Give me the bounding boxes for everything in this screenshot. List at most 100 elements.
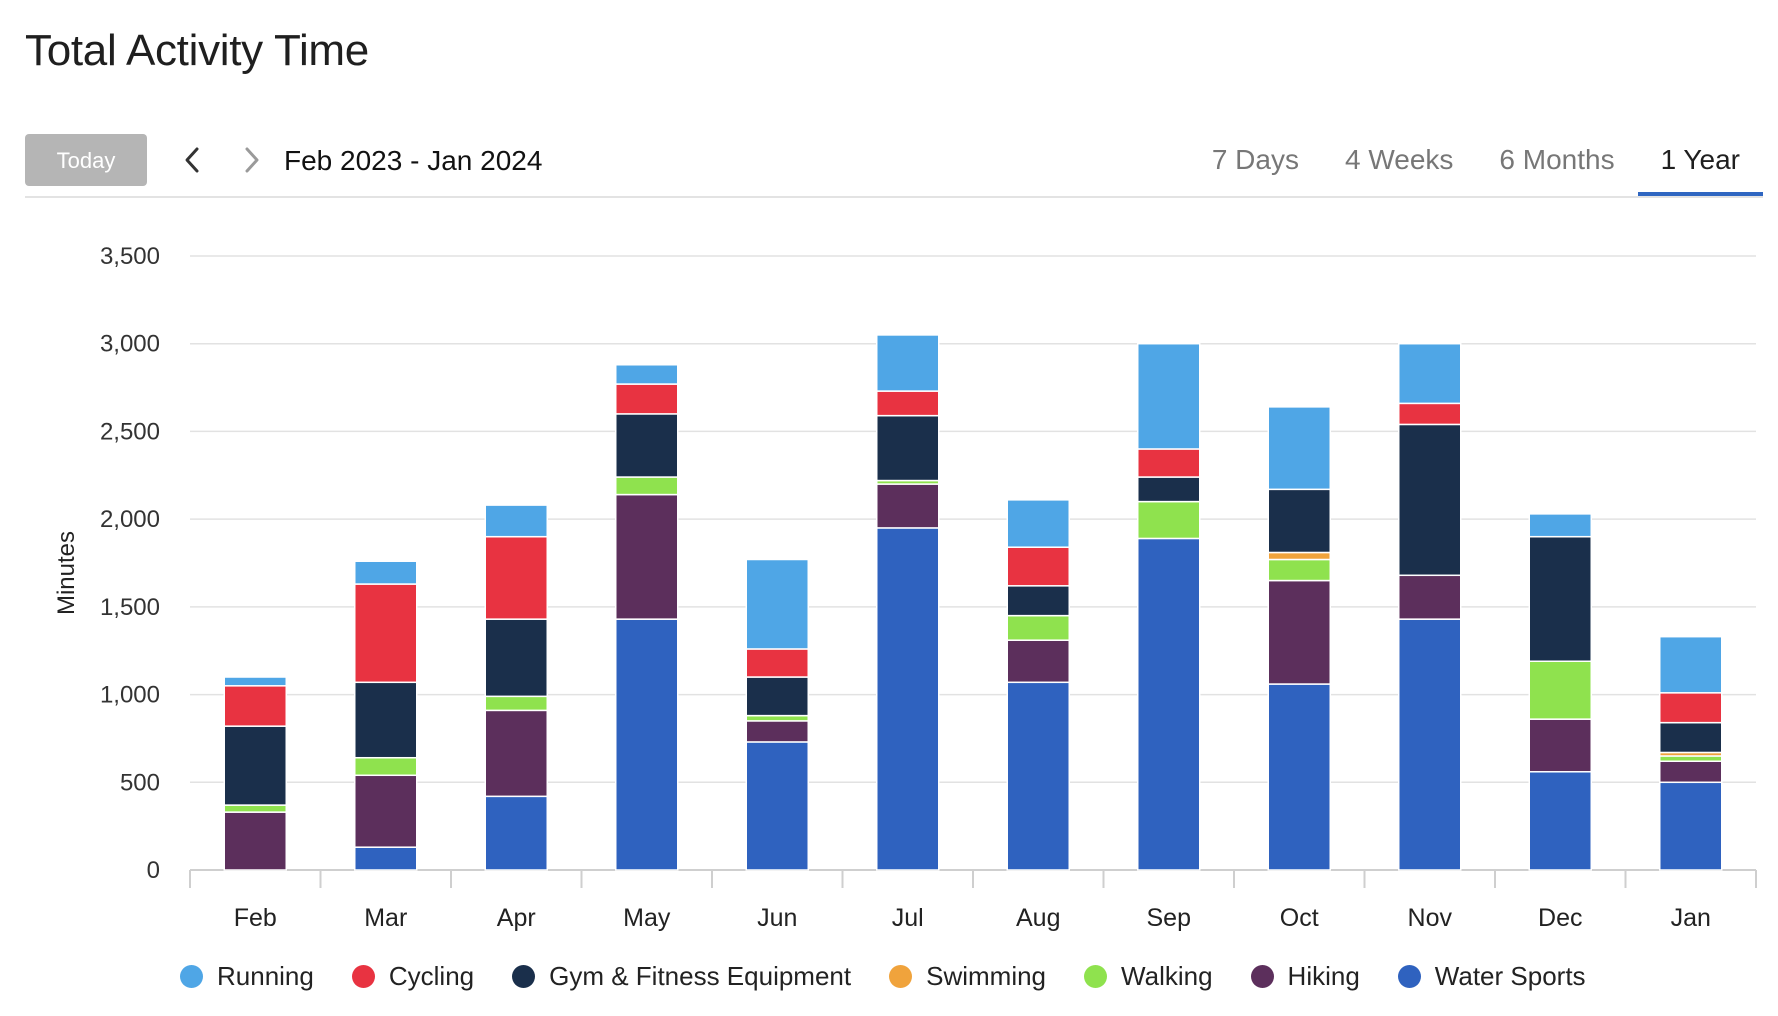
today-button[interactable]: Today <box>25 134 147 186</box>
legend-swatch <box>1397 964 1421 988</box>
bar-segment <box>1137 537 1201 871</box>
legend-item[interactable]: Gym & Fitness Equipment <box>512 961 851 992</box>
bar-segment <box>1267 551 1331 561</box>
bar-segment <box>1659 692 1723 724</box>
activity-chart: 0 500 1,000 1,500 2,000 2,500 3,000 3,500 Minute… <box>0 210 1778 1016</box>
previous-period-button[interactable] <box>173 138 213 182</box>
bar-segment <box>1659 635 1723 694</box>
bar-segment <box>1006 585 1070 617</box>
bar-segment <box>876 483 940 529</box>
bar-segment <box>1006 639 1070 684</box>
bar-segment <box>223 676 287 687</box>
page-title: Total Activity Time <box>25 26 369 75</box>
bar-segment <box>876 414 940 482</box>
legend-item[interactable]: Hiking <box>1250 960 1360 992</box>
bar-segment <box>745 741 809 871</box>
x-tick-label: Dec <box>1538 904 1582 932</box>
legend-swatch <box>1084 964 1108 988</box>
legend-swatch <box>512 964 536 988</box>
legend-swatch <box>1250 964 1274 988</box>
bar-segment <box>484 695 548 712</box>
bar-segment <box>615 413 679 478</box>
toolbar: Today Feb 2023 - Jan 2024 7 Days 4 Weeks… <box>25 134 1763 198</box>
bar-segment <box>1528 513 1592 538</box>
bar-segment <box>484 709 548 798</box>
bar-segment <box>484 504 548 538</box>
next-period-button[interactable] <box>231 138 271 182</box>
bar-segment <box>1398 574 1462 620</box>
bar-segment <box>1137 476 1201 503</box>
x-tick-label: Feb <box>234 904 277 932</box>
bar-segment <box>354 560 418 585</box>
bar-segment <box>1528 660 1592 720</box>
legend-swatch <box>351 964 375 988</box>
stacked-bar-chart: 0 500 1,000 1,500 2,000 2,500 3,000 3,500 Minute… <box>53 243 1757 932</box>
x-tick-label: Jul <box>892 904 924 932</box>
bar-segment <box>223 804 287 813</box>
x-tick-label: Apr <box>497 904 536 932</box>
bar-segment <box>1006 546 1070 587</box>
tab-1-year[interactable]: 1 Year <box>1637 134 1763 196</box>
x-tick-label: Jun <box>757 904 797 932</box>
tab-7-days[interactable]: 7 Days <box>1211 144 1299 175</box>
bar-segment <box>876 334 940 392</box>
bar-segment <box>354 681 418 759</box>
tab-6-months[interactable]: 6 Months <box>1499 144 1615 175</box>
x-tick-label: Sep <box>1147 904 1191 932</box>
legend-item[interactable]: Swimming <box>889 961 1046 992</box>
legend-label: Walking <box>1121 960 1213 991</box>
bar-segment <box>484 618 548 698</box>
bar-segment <box>745 648 809 678</box>
legend-item[interactable]: Running <box>180 961 314 992</box>
bar-segment <box>1528 535 1592 662</box>
legend-label: Cycling <box>388 960 475 991</box>
y-tick-label: 3,000 <box>100 331 160 358</box>
legend-item[interactable]: Water Sports <box>1397 960 1586 992</box>
x-tick-label: Nov <box>1408 904 1453 932</box>
legend-swatch <box>180 964 203 988</box>
bar-segment <box>1267 406 1331 491</box>
x-tick-label: Jan <box>1671 904 1711 932</box>
bar-segment <box>1137 500 1201 540</box>
bar-segment <box>1398 618 1462 871</box>
range-tabs: 7 Days 4 Weeks 6 Months 1 Year <box>1189 134 1763 196</box>
y-tick-label: 2,000 <box>100 506 160 533</box>
tab-4-weeks[interactable]: 4 Weeks <box>1344 144 1454 175</box>
bar-segment <box>615 383 679 415</box>
bar-segment <box>223 811 287 871</box>
bar-segment <box>745 714 809 722</box>
legend-label: Swimming <box>926 960 1047 991</box>
x-tick-label: Mar <box>364 904 407 932</box>
legend-item[interactable]: Walking <box>1084 961 1213 992</box>
y-tick-label: 1,000 <box>100 682 160 709</box>
bar-segment <box>1267 488 1331 554</box>
y-tick-label: 500 <box>120 769 160 796</box>
legend-label: Water Sports <box>1434 960 1586 991</box>
x-tick-label: Aug <box>1016 904 1060 932</box>
bar-segment <box>1659 760 1723 784</box>
bar-segment <box>615 493 679 620</box>
bar-segment <box>223 725 287 806</box>
bar-segment <box>1528 718 1592 773</box>
bar-segment <box>354 846 418 871</box>
y-axis-label: Minutes <box>53 531 80 615</box>
bar-segment <box>876 527 940 871</box>
legend-label: Hiking <box>1287 960 1360 991</box>
bar-segment <box>1267 579 1331 685</box>
bar-segment <box>1006 681 1070 871</box>
bar-segment <box>1398 342 1462 405</box>
y-tick-label: 2,500 <box>100 418 160 445</box>
bar-segment <box>223 685 287 727</box>
bar-segment <box>484 535 548 620</box>
legend-item[interactable]: Cycling <box>351 960 475 992</box>
chevron-left-icon <box>185 147 199 173</box>
bar-segment <box>615 476 679 496</box>
chevron-right-icon <box>245 147 259 173</box>
bar-segment <box>745 720 809 743</box>
bar-segment <box>1267 558 1331 582</box>
bar-segment <box>1137 448 1201 478</box>
bar-segment <box>484 795 548 871</box>
y-tick-label: 3,500 <box>100 243 160 270</box>
bar-segment <box>1137 342 1201 450</box>
legend-swatch <box>889 964 913 988</box>
